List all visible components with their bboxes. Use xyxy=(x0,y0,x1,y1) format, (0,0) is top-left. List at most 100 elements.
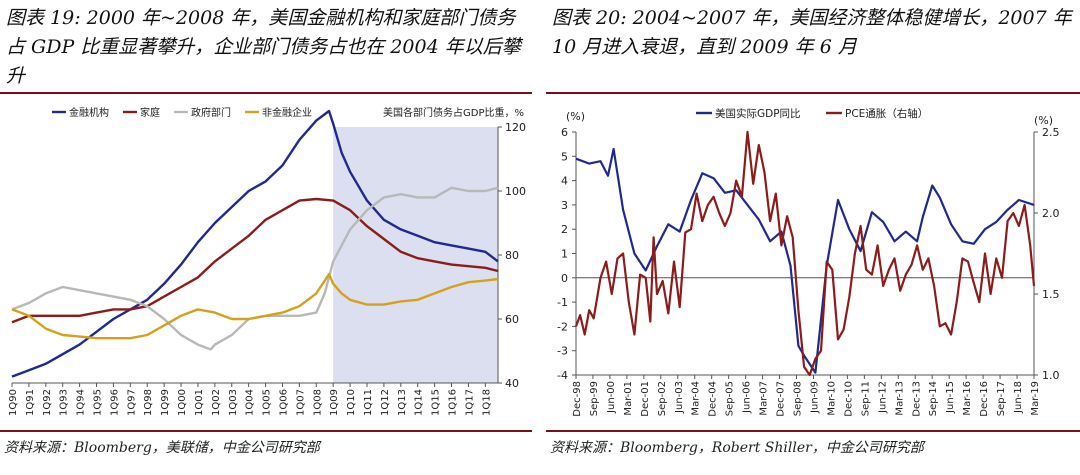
x-tick-label: 1Q92 xyxy=(42,389,53,416)
x-tick-label: 1Q90 xyxy=(8,389,19,416)
series-line xyxy=(574,130,1036,377)
right-title-rule xyxy=(546,92,1080,94)
x-tick-label: Sep-99 xyxy=(589,381,600,416)
x-tick-label: 1Q98 xyxy=(143,389,154,416)
series-line xyxy=(11,273,499,340)
x-tick-label: 1Q04 xyxy=(245,389,256,416)
series-line xyxy=(11,197,499,324)
x-tick-label: 1Q00 xyxy=(177,389,188,416)
x-tick-label: Dec-01 xyxy=(640,381,651,417)
x-tick-label: Dec-10 xyxy=(843,381,854,417)
legend-label: PCE通胀（右轴） xyxy=(845,107,928,120)
left-y-tick-label: 4 xyxy=(561,175,568,188)
post-crisis-shaded-region xyxy=(333,127,498,383)
left-line-chart: 40 60 80 100 120 1Q90 1Q91 1Q92 1Q93 1Q94 1Q95 1Q96… xyxy=(8,106,526,416)
x-tick-label: Sep-08 xyxy=(793,381,804,416)
x-tick-label: Sep-14 xyxy=(928,381,939,416)
x-tick-label: 1Q08 xyxy=(312,389,323,416)
x-tick-label: 1Q11 xyxy=(363,389,374,416)
left-source-rule xyxy=(0,430,532,432)
x-tick-label: 1Q03 xyxy=(228,389,239,416)
x-tick-label: Sep-02 xyxy=(657,381,668,416)
right-panel: 图表 20: 2004~2007 年，美国经济整体稳健增长，2007 年 10 … xyxy=(546,0,1080,475)
left-source-note: 资料来源：Bloomberg，美联储，中金公司研究部 xyxy=(4,440,320,456)
right-y-axis-unit: (%) xyxy=(1034,114,1053,127)
x-tick-label: 1Q12 xyxy=(380,389,391,416)
legend-label: 政府部门 xyxy=(191,106,231,119)
x-tick-label: 1Q94 xyxy=(76,389,87,416)
x-tick-label: Mar-19 xyxy=(1030,381,1041,416)
x-tick-label: Sep-11 xyxy=(860,381,871,416)
x-tick-label: 1Q07 xyxy=(295,389,306,416)
y-tick-label: 60 xyxy=(505,313,519,326)
x-tick-label: 1Q10 xyxy=(346,389,357,416)
left-y-tick-label: 6 xyxy=(561,126,568,139)
x-tick-label: Jun-06 xyxy=(742,381,753,414)
x-tick-label: 1Q02 xyxy=(211,389,222,416)
x-tick-label: Mar-10 xyxy=(826,381,837,416)
x-tick-label: 1Q95 xyxy=(93,389,104,416)
right-source-note: 资料来源：Bloomberg，Robert Shiller，中金公司研究部 xyxy=(550,440,924,456)
x-tick-label: 1Q15 xyxy=(431,389,442,416)
left-y-tick-label: -4 xyxy=(557,369,568,382)
x-tick-label: Mar-01 xyxy=(623,381,634,416)
x-tick-label: 1Q06 xyxy=(278,389,289,416)
series-line xyxy=(11,109,499,378)
right-chart-title: 图表 20: 2004~2007 年，美国经济整体稳健增长，2007 年 10 … xyxy=(552,7,1072,58)
legend-label: 美国实际GDP同比 xyxy=(715,107,801,120)
left-y-tick-label: 2 xyxy=(561,223,568,236)
x-tick-label: 1Q14 xyxy=(414,389,425,416)
x-tick-label: Sep-17 xyxy=(996,381,1007,416)
x-tick-label: Jun-18 xyxy=(1013,381,1024,414)
y-tick-label: 80 xyxy=(505,249,519,262)
x-tick-label: Jun-00 xyxy=(606,381,617,414)
left-y-tick-label: 5 xyxy=(561,150,568,163)
left-y-tick-label: -1 xyxy=(557,296,568,309)
x-tick-label: 1Q96 xyxy=(109,389,120,416)
x-tick-label: Mar-04 xyxy=(691,381,702,416)
y-axis-title: 美国各部门债务占GDP比重，% xyxy=(383,106,524,119)
y-tick-label: 100 xyxy=(505,185,526,198)
right-y-tick-label: 1.5 xyxy=(1042,288,1060,301)
x-tick-label: 1Q91 xyxy=(25,389,36,416)
y-tick-label: 40 xyxy=(505,377,519,390)
left-y-tick-label: -3 xyxy=(557,345,568,358)
x-tick-label: Mar-13 xyxy=(894,381,905,416)
legend-label: 家庭 xyxy=(140,106,160,119)
left-y-tick-label: -2 xyxy=(557,320,568,333)
right-y-tick-label: 2.0 xyxy=(1042,207,1060,220)
x-tick-label: 1Q17 xyxy=(464,389,475,416)
x-tick-label: Dec-04 xyxy=(708,381,719,417)
x-tick-label: 1Q99 xyxy=(160,389,171,416)
x-tick-label: 1Q97 xyxy=(126,389,137,416)
series-line xyxy=(575,147,1035,374)
right-y-tick-label: 2.5 xyxy=(1042,126,1060,139)
legend-label: 金融机构 xyxy=(69,106,109,119)
x-tick-label: 1Q01 xyxy=(194,389,205,416)
x-tick-label: Jun-03 xyxy=(674,381,685,414)
left-y-tick-label: 0 xyxy=(561,272,568,285)
x-tick-label: 1Q93 xyxy=(59,389,70,416)
x-tick-label: Jun-09 xyxy=(809,381,820,414)
x-tick-label: Sep-05 xyxy=(725,381,736,416)
x-tick-label: 1Q13 xyxy=(397,389,408,416)
y-tick-label: 120 xyxy=(505,121,526,134)
right-line-chart: -4 -3 -2 -1 0 1 2 3 4 5 6 1.0 1.5 2.0 2.5 Dec-98 Sep-99 J… xyxy=(557,107,1060,417)
x-tick-label: 1Q18 xyxy=(481,389,492,416)
left-y-axis-unit: (%) xyxy=(566,110,585,123)
x-tick-label: Mar-16 xyxy=(962,381,973,416)
legend-label: 非金融企业 xyxy=(262,106,312,119)
x-tick-label: Dec-16 xyxy=(979,381,990,417)
left-y-tick-label: 3 xyxy=(561,199,568,212)
left-panel: 图表 19: 2000 年~2008 年，美国金融机构和家庭部门债务占 GDP … xyxy=(0,0,532,475)
x-tick-label: Dec-13 xyxy=(911,381,922,417)
left-y-tick-label: 1 xyxy=(561,248,568,261)
right-source-rule xyxy=(546,430,1080,432)
x-tick-label: 1Q16 xyxy=(448,389,459,416)
x-tick-label: Jun-15 xyxy=(945,381,956,414)
x-tick-label: Jun-12 xyxy=(877,381,888,414)
x-tick-label: 1Q05 xyxy=(262,389,273,416)
x-tick-label: Dec-07 xyxy=(776,381,787,417)
x-tick-label: 1Q09 xyxy=(329,389,340,416)
left-title-rule xyxy=(0,92,532,94)
